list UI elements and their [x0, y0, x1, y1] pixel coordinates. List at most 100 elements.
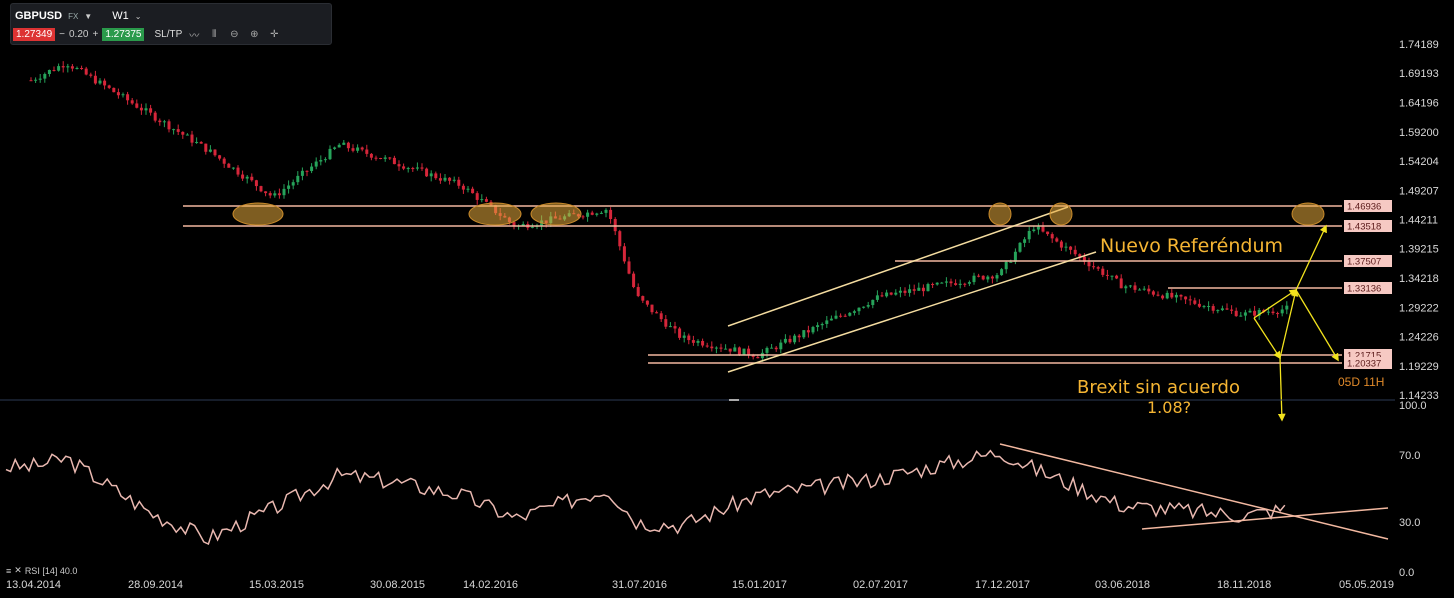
candle-body	[995, 275, 999, 279]
zoom-out-icon[interactable]: ⊖	[230, 29, 239, 40]
time-tick-label: 15.01.2017	[732, 579, 787, 591]
candle-body	[986, 276, 990, 280]
candle-body	[1156, 294, 1160, 296]
close-icon[interactable]: ✕	[14, 565, 22, 575]
candle-body	[1230, 309, 1234, 311]
price-tick-label: 1.19229	[1399, 361, 1439, 373]
spread-plus[interactable]: +	[92, 29, 99, 40]
zoom-in-icon[interactable]: ⊕	[250, 29, 259, 40]
candle-body	[1046, 231, 1050, 235]
symbol-label[interactable]: GBPUSD	[15, 10, 63, 22]
arrow-up-1[interactable]	[1279, 288, 1299, 359]
rsi-tick-label: 70.0	[1399, 450, 1420, 462]
price-tag-label: 1.21715	[1347, 351, 1381, 362]
timeframe-dropdown-icon[interactable]: ⌄	[134, 11, 142, 21]
candle-body	[1128, 285, 1132, 287]
candle-body	[305, 170, 309, 172]
candle-body	[38, 78, 42, 80]
price-axis: 1.74189 1.69193 1.64196 1.59200 1.54204 1.492…	[1399, 39, 1439, 402]
sltp-button[interactable]: SL/TP	[154, 29, 183, 40]
candle-body	[29, 80, 33, 82]
rsi-trendlines[interactable]	[999, 443, 1389, 540]
candle-body	[425, 168, 429, 177]
candle-body	[176, 129, 180, 132]
time-tick-label: 14.02.2016	[463, 579, 518, 591]
channel-upper-line[interactable]	[727, 206, 1069, 327]
price-tag-label: 1.33136	[1347, 284, 1381, 295]
line-chart-icon[interactable]: 〰	[189, 31, 200, 42]
candle-body	[898, 290, 902, 293]
arrow-down-2[interactable]	[1295, 289, 1339, 362]
rsi-upper-trendline[interactable]	[999, 443, 1389, 540]
candle-body	[103, 80, 107, 86]
candle-body	[383, 157, 387, 159]
candle-body	[1276, 313, 1280, 315]
candle-body	[931, 284, 935, 286]
candle-body	[1115, 275, 1119, 279]
candle-body	[664, 319, 668, 327]
ascending-channel[interactable]	[727, 206, 1097, 373]
candle-body	[264, 191, 268, 194]
rsi-line	[5, 449, 1286, 546]
timeframe-selector[interactable]: W1	[112, 10, 129, 22]
candle-body	[719, 347, 723, 349]
candle-body	[392, 157, 396, 165]
candle-body	[98, 80, 102, 84]
arrow-left-1[interactable]	[1253, 289, 1298, 319]
candles-icon[interactable]: ⫴	[212, 29, 217, 40]
highlight-ellipse-5	[1049, 202, 1073, 226]
support-resistance-levels[interactable]	[183, 205, 1342, 364]
arrow-up-2[interactable]	[1295, 224, 1327, 291]
brexit-annotation-line2: 1.08?	[1147, 398, 1191, 417]
symbol-dropdown-icon[interactable]: ▼	[84, 11, 93, 21]
candle-body	[259, 186, 263, 192]
candle-body	[903, 290, 907, 293]
menu-icon[interactable]: ≡	[6, 565, 12, 576]
candle-body	[894, 292, 898, 295]
candle-body	[89, 74, 93, 76]
candle-body	[1147, 288, 1151, 292]
arrow-down-1[interactable]	[1253, 317, 1281, 360]
ask-price-button[interactable]: 1.27375	[102, 28, 145, 41]
candle-body	[360, 147, 364, 150]
candle-body	[1179, 294, 1183, 297]
bid-price-button[interactable]: 1.27349	[13, 28, 56, 41]
candle-body	[406, 168, 410, 170]
crosshair-icon[interactable]: ✛	[270, 29, 279, 40]
arrow-down-3[interactable]	[1277, 357, 1286, 422]
price-tick-label: 1.74189	[1399, 39, 1439, 51]
rsi-lower-trendline[interactable]	[1141, 507, 1389, 530]
channel-lower-line[interactable]	[727, 251, 1097, 373]
candle-body	[245, 176, 249, 179]
candle-body	[1124, 286, 1128, 289]
candle-body	[1220, 308, 1224, 311]
referendum-annotation: Nuevo Referéndum	[1100, 235, 1283, 257]
toolbar-symbol-row: GBPUSD FX ▼ W1 ⌄	[15, 8, 141, 24]
scenario-arrows[interactable]	[1253, 224, 1339, 422]
candle-body	[816, 325, 820, 328]
candle-body	[1073, 249, 1077, 255]
candle-body	[356, 147, 360, 151]
candle-body	[977, 275, 981, 277]
candle-body	[434, 173, 438, 179]
candle-body	[1050, 234, 1054, 239]
candle-body	[438, 178, 442, 181]
candle-body	[609, 209, 613, 220]
candle-body	[981, 275, 985, 280]
candle-body	[480, 199, 484, 201]
candle-body	[162, 121, 166, 123]
candle-body	[47, 69, 51, 75]
candle-body	[204, 143, 208, 152]
spread-minus[interactable]: −	[59, 29, 65, 40]
candle-body	[1161, 295, 1165, 299]
candle-body	[1078, 254, 1082, 257]
candle-body	[618, 231, 622, 247]
time-axis: 13.04.2014 28.09.2014 15.03.2015 30.08.2015…	[6, 579, 1394, 591]
candle-body	[121, 94, 125, 96]
price-tick-label: 1.59200	[1399, 127, 1439, 139]
candle-body	[43, 74, 47, 79]
candle-body	[34, 79, 38, 81]
candle-body	[181, 131, 185, 135]
candlestick-series	[29, 61, 1289, 362]
